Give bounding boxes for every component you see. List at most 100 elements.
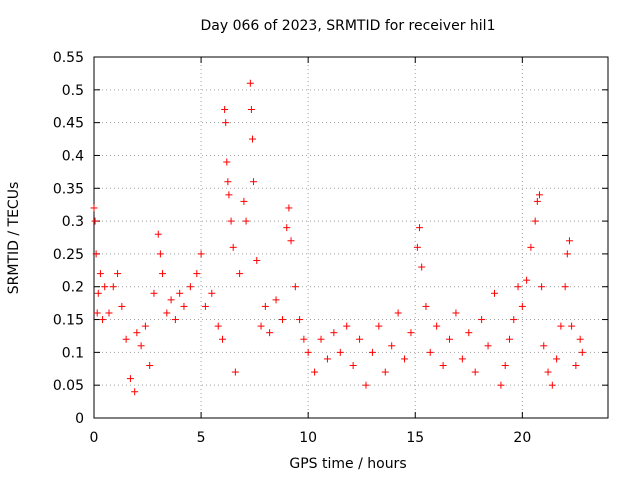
y-tick-label: 0.2 bbox=[62, 280, 84, 296]
data-point bbox=[300, 335, 308, 343]
data-point bbox=[356, 335, 364, 343]
data-point bbox=[553, 355, 561, 363]
data-point bbox=[266, 329, 274, 337]
data-point bbox=[131, 388, 139, 396]
x-tick-label: 5 bbox=[197, 430, 206, 446]
data-point bbox=[193, 270, 201, 278]
data-point bbox=[180, 302, 188, 310]
data-point bbox=[219, 335, 226, 343]
data-point bbox=[501, 361, 509, 369]
data-point bbox=[92, 250, 100, 258]
plot-frame bbox=[93, 56, 609, 419]
data-point bbox=[413, 243, 421, 251]
x-tick-label: 20 bbox=[513, 430, 531, 446]
data-point bbox=[105, 309, 113, 317]
data-point bbox=[572, 361, 580, 369]
data-point bbox=[557, 322, 565, 330]
data-point bbox=[527, 243, 535, 251]
data-point bbox=[222, 119, 230, 127]
data-point bbox=[544, 368, 552, 376]
data-point bbox=[330, 329, 338, 337]
data-point bbox=[236, 270, 244, 278]
data-point bbox=[229, 243, 237, 251]
chart-title: Day 066 of 2023, SRMTID for receiver hil… bbox=[200, 18, 496, 34]
data-point bbox=[159, 270, 167, 278]
data-point bbox=[291, 283, 299, 291]
data-point bbox=[246, 79, 254, 87]
data-points bbox=[90, 79, 586, 396]
data-point bbox=[90, 204, 98, 212]
data-point bbox=[247, 106, 255, 114]
y-tick-label: 0 bbox=[75, 411, 84, 427]
data-point bbox=[323, 355, 331, 363]
data-point bbox=[283, 224, 291, 232]
data-point bbox=[118, 302, 126, 310]
data-point bbox=[538, 283, 546, 291]
data-point bbox=[426, 348, 434, 356]
data-point bbox=[523, 276, 531, 284]
data-point bbox=[257, 322, 265, 330]
data-point bbox=[150, 289, 158, 297]
data-point bbox=[186, 283, 194, 291]
data-point bbox=[563, 250, 571, 258]
data-point bbox=[126, 375, 134, 383]
data-point bbox=[163, 309, 171, 317]
data-point bbox=[250, 178, 258, 186]
data-point bbox=[176, 289, 184, 297]
data-point bbox=[225, 191, 233, 199]
data-point bbox=[458, 355, 466, 363]
x-axis-label: GPS time / hours bbox=[289, 456, 407, 472]
y-tick-label: 0.1 bbox=[62, 345, 84, 361]
data-point bbox=[156, 250, 164, 258]
y-tick-label: 0.3 bbox=[62, 214, 84, 230]
data-point bbox=[343, 322, 351, 330]
data-point bbox=[242, 217, 250, 225]
data-point bbox=[133, 329, 141, 337]
data-point bbox=[317, 335, 325, 343]
data-point bbox=[535, 191, 543, 199]
data-point bbox=[336, 348, 344, 356]
data-point bbox=[101, 283, 109, 291]
data-point bbox=[540, 342, 548, 350]
data-point bbox=[422, 302, 430, 310]
x-tick-label: 0 bbox=[90, 430, 99, 446]
data-point bbox=[533, 197, 541, 205]
data-point bbox=[368, 348, 376, 356]
data-point bbox=[565, 237, 573, 245]
plot-border bbox=[93, 56, 609, 419]
data-point bbox=[93, 309, 101, 317]
y-tick-label: 0.55 bbox=[53, 50, 84, 66]
data-point bbox=[311, 368, 319, 376]
y-tick-label: 0.15 bbox=[53, 313, 84, 329]
data-point bbox=[272, 296, 280, 304]
data-point bbox=[141, 322, 149, 330]
data-point bbox=[227, 217, 235, 225]
data-point bbox=[576, 335, 584, 343]
data-point bbox=[304, 348, 312, 356]
data-point bbox=[578, 348, 586, 356]
y-tick-label: 0.05 bbox=[53, 378, 84, 394]
data-point bbox=[446, 335, 454, 343]
data-point bbox=[285, 204, 293, 212]
data-point bbox=[261, 302, 269, 310]
data-point bbox=[349, 361, 357, 369]
data-point bbox=[224, 178, 232, 186]
y-tick-label: 0.25 bbox=[53, 247, 84, 263]
data-point bbox=[510, 316, 518, 324]
data-point bbox=[154, 230, 162, 238]
data-point bbox=[548, 381, 556, 389]
data-point bbox=[388, 342, 396, 350]
data-point bbox=[416, 224, 424, 232]
data-point bbox=[381, 368, 389, 376]
data-point bbox=[221, 106, 229, 114]
data-point bbox=[471, 368, 479, 376]
y-axis-label-wrap: SRMTID / TECUs bbox=[0, 138, 28, 338]
data-point bbox=[114, 270, 122, 278]
data-point bbox=[248, 135, 256, 143]
x-tick-label: 15 bbox=[406, 430, 424, 446]
data-point bbox=[171, 316, 179, 324]
data-point bbox=[94, 289, 102, 297]
data-point bbox=[96, 270, 104, 278]
data-point bbox=[439, 361, 447, 369]
data-point bbox=[401, 355, 409, 363]
